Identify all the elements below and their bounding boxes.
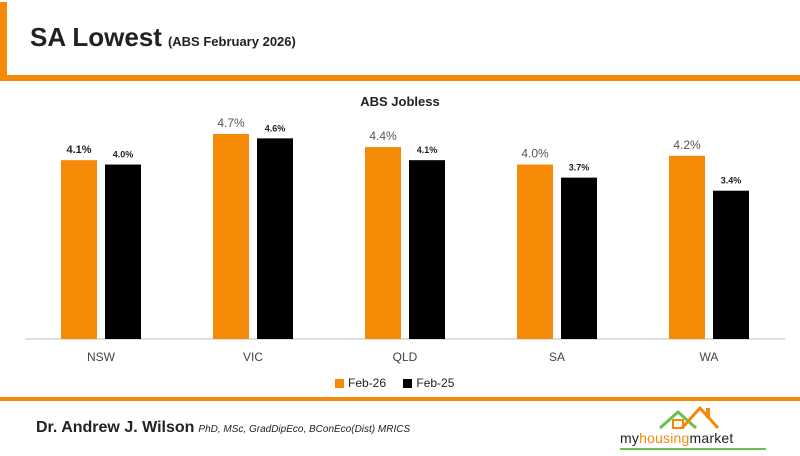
x-tick-label-sa: SA (549, 350, 565, 364)
legend-item-feb-26: Feb-26 (335, 376, 386, 390)
legend-label-feb-25: Feb-25 (416, 376, 455, 390)
chart-area: ABS Jobless 4.1% 4.0% NSW 4.7% 4.6% VIC 4.4% 4.1… (0, 84, 800, 392)
house-roof-icon (659, 406, 720, 430)
bar-feb-25-wa (713, 190, 749, 339)
x-tick-label-qld: QLD (393, 350, 418, 364)
header: SA Lowest (ABS February 2026) (0, 0, 800, 82)
footer-author-block: Dr. Andrew J. Wilson PhD, MSc, GradDipEco… (36, 419, 410, 437)
chart-legend: Feb-26 Feb-25 (335, 376, 468, 390)
brand-prefix: my (620, 430, 640, 446)
x-tick-label-vic: VIC (243, 350, 263, 364)
bar-feb-26-vic (213, 134, 249, 339)
brand-wordmark: myhousingmarket (620, 430, 734, 446)
legend-swatch-feb-25 (403, 379, 413, 388)
data-label-feb-25-nsw: 4.0% (113, 150, 134, 160)
bar-feb-26-qld (365, 147, 401, 339)
brand-suffix: market (689, 430, 734, 446)
header-accent-bar (0, 2, 7, 80)
page-title: SA Lowest (ABS February 2026) (30, 22, 296, 53)
bar-feb-26-sa (517, 164, 553, 339)
bar-feb-25-nsw (105, 164, 141, 339)
title-main: SA Lowest (30, 22, 162, 52)
x-tick-label-nsw: NSW (87, 350, 116, 364)
title-subtitle: (ABS February 2026) (167, 34, 296, 49)
bar-feb-25-sa (561, 177, 597, 339)
bar-feb-26-wa (669, 155, 705, 339)
legend-item-feb-25: Feb-25 (403, 376, 454, 390)
bar-feb-25-qld (409, 160, 445, 339)
data-label-feb-25-qld: 4.1% (417, 145, 438, 155)
brand-underline (620, 448, 766, 450)
bar-feb-26-nsw (61, 160, 97, 339)
data-label-feb-26-qld: 4.4% (369, 129, 397, 143)
author-name: Dr. Andrew J. Wilson (36, 419, 195, 436)
data-label-feb-26-wa: 4.2% (673, 138, 701, 152)
data-label-feb-25-wa: 3.4% (721, 176, 742, 186)
brand-logo: myhousingmarket (620, 404, 770, 452)
header-divider (0, 75, 800, 81)
data-label-feb-26-vic: 4.7% (217, 116, 245, 130)
footer-divider (0, 397, 800, 401)
data-label-feb-25-vic: 4.6% (265, 123, 286, 133)
chart-title: ABS Jobless (360, 94, 439, 109)
data-label-feb-26-sa: 4.0% (521, 147, 549, 161)
bar-chart: ABS Jobless 4.1% 4.0% NSW 4.7% 4.6% VIC 4.4% 4.1… (25, 94, 785, 364)
author-credentials: PhD, MSc, GradDipEco, BConEco(Dist) MRIC… (198, 424, 411, 435)
legend-label-feb-26: Feb-26 (348, 376, 387, 390)
x-tick-label-wa: WA (700, 350, 719, 364)
data-label-feb-26-nsw: 4.1% (66, 144, 91, 156)
brand-accent: housing (639, 430, 690, 446)
legend-swatch-feb-26 (335, 379, 344, 388)
bar-feb-25-vic (257, 138, 293, 339)
data-label-feb-25-sa: 3.7% (569, 163, 590, 173)
